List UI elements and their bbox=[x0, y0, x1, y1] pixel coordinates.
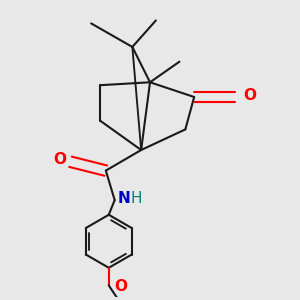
Text: O: O bbox=[53, 152, 66, 167]
Text: O: O bbox=[115, 279, 128, 294]
Text: O: O bbox=[243, 88, 256, 103]
Text: H: H bbox=[131, 191, 142, 206]
Text: N: N bbox=[118, 191, 130, 206]
